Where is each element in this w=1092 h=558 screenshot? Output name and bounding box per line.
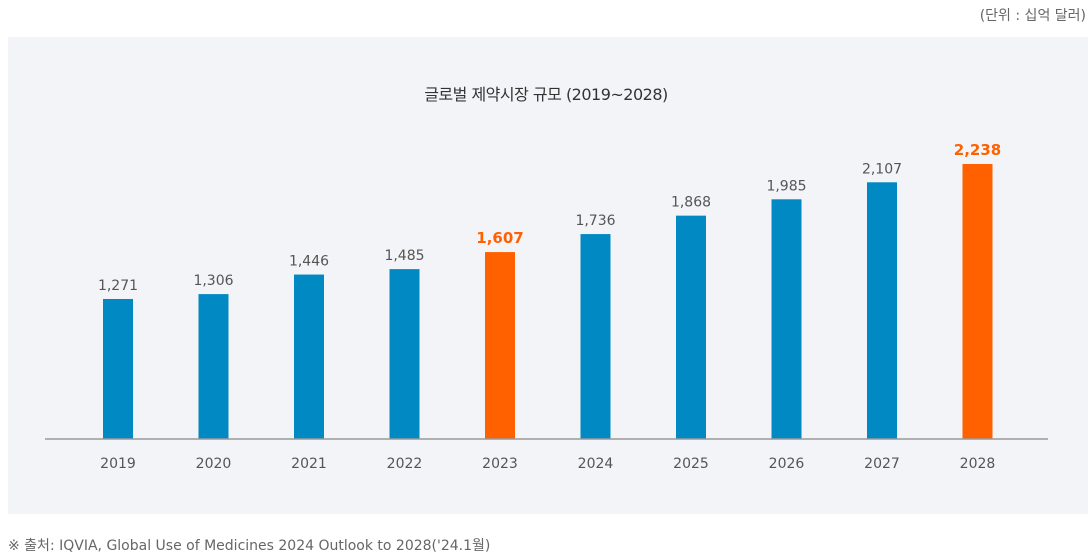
data-label-2027: 2,107 [862,161,902,177]
chart-title: 글로벌 제약시장 규모 (2019~2028) [424,85,668,104]
data-label-2023: 1,607 [476,229,523,247]
bar-2024 [580,234,611,439]
x-tick-2023: 2023 [482,456,518,472]
bar-2028 [962,164,993,439]
x-tick-2019: 2019 [100,456,136,472]
x-tick-2027: 2027 [864,456,900,472]
data-label-2020: 1,306 [193,273,233,289]
chart-panel [8,37,1088,514]
x-tick-2020: 2020 [196,456,232,472]
bar-2026 [771,199,802,439]
data-label-2021: 1,446 [289,254,329,270]
source-note: ※ 출처: IQVIA, Global Use of Medicines 202… [8,538,491,554]
bar-2023 [485,252,515,439]
data-label-2022: 1,485 [384,248,424,264]
x-tick-2021: 2021 [291,456,327,472]
bar-2021 [294,274,324,439]
data-label-2019: 1,271 [98,278,138,294]
data-label-2025: 1,868 [671,195,711,211]
x-tick-2025: 2025 [673,456,709,472]
unit-label: (단위 : 십억 달러) [979,8,1086,24]
data-label-2024: 1,736 [575,213,615,229]
data-label-2028: 2,238 [954,141,1001,159]
bar-2020 [198,294,229,439]
x-tick-2024: 2024 [578,456,614,472]
bar-2019 [103,298,133,439]
bar-2025 [676,215,706,439]
x-tick-2028: 2028 [960,456,996,472]
bar-2022 [389,269,420,439]
x-tick-2022: 2022 [387,456,423,472]
bar-2027 [867,182,897,439]
data-label-2026: 1,985 [766,178,806,194]
x-tick-2026: 2026 [769,456,805,472]
